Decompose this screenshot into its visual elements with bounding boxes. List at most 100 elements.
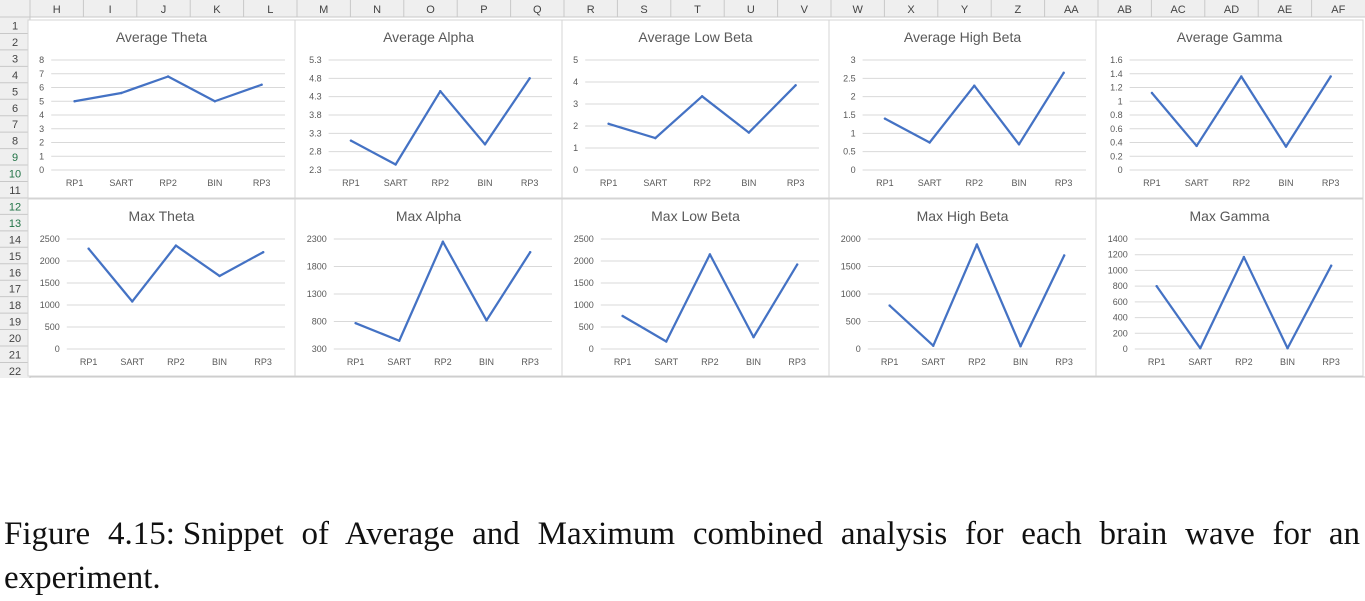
series-segment: [439, 90, 487, 146]
series-segment: [932, 243, 979, 347]
chart-title: Average Alpha: [383, 29, 474, 45]
chart-frame: [828, 19, 1097, 199]
row-header-11: 11: [9, 185, 20, 197]
column-header-q: Q: [533, 4, 542, 16]
y-tick-label: 0: [1123, 344, 1128, 354]
data-point-bin: [218, 274, 221, 278]
x-tick-label: RP1: [614, 357, 632, 367]
data-point-sart: [120, 91, 123, 95]
data-point-bin: [483, 143, 487, 146]
chart-title: Max Alpha: [396, 208, 462, 224]
column-header-v: V: [801, 4, 809, 16]
x-tick-label: RP1: [881, 357, 899, 367]
row-header-1: 1: [12, 21, 18, 33]
chart-title: Average Gamma: [1177, 29, 1283, 45]
y-tick-label: 8: [39, 55, 44, 65]
data-point-rp1: [607, 122, 610, 126]
data-point-rp3: [528, 77, 531, 80]
series-segment: [700, 95, 750, 134]
y-tick-label: 1.4: [1110, 69, 1123, 79]
x-tick-label: RP2: [434, 357, 452, 367]
y-tick-label: 0.6: [1110, 124, 1123, 134]
y-tick-label: 1500: [574, 278, 594, 288]
x-tick-label: BIN: [1013, 357, 1028, 367]
y-tick-label: 800: [1113, 281, 1128, 291]
x-tick-label: BIN: [741, 178, 756, 188]
data-point-rp2: [174, 244, 178, 247]
x-tick-label: RP3: [787, 178, 805, 188]
data-point-rp3: [1329, 75, 1332, 78]
row-header-21: 21: [9, 350, 21, 362]
y-tick-label: 1400: [1108, 234, 1128, 244]
column-header-j: J: [161, 4, 167, 16]
chart-title: Average High Beta: [904, 29, 1021, 45]
data-point-rp2: [973, 84, 976, 87]
y-tick-label: 3: [39, 124, 44, 134]
column-header-ae: AE: [1278, 4, 1293, 16]
data-point-rp2: [975, 243, 979, 246]
series-segment: [120, 75, 170, 95]
series-segment: [888, 304, 935, 347]
y-tick-label: 0: [573, 165, 578, 175]
x-tick-label: SART: [918, 178, 942, 188]
y-tick-label: 800: [312, 317, 327, 327]
column-header-w: W: [853, 4, 864, 16]
y-tick-label: 0: [589, 344, 594, 354]
y-tick-label: 2500: [574, 234, 594, 244]
y-tick-label: 6: [39, 83, 44, 93]
y-tick-label: 1800: [307, 262, 327, 272]
y-tick-label: 1000: [574, 300, 594, 310]
y-tick-label: 2000: [841, 234, 861, 244]
x-tick-label: RP3: [788, 357, 806, 367]
series-segment: [349, 139, 397, 166]
y-tick-label: 2500: [40, 234, 60, 244]
data-point-bin: [1019, 345, 1022, 348]
data-point-rp3: [1329, 264, 1333, 267]
x-tick-label: RP1: [876, 178, 894, 188]
chart-frame: [1095, 19, 1364, 199]
y-tick-label: 2.3: [309, 165, 322, 175]
x-tick-label: RP2: [1235, 357, 1253, 367]
row-header-12: 12: [9, 201, 21, 213]
row-header-13: 13: [9, 218, 21, 230]
series-segment: [883, 117, 931, 144]
y-tick-label: 2.5: [843, 73, 856, 83]
data-point-rp3: [1062, 254, 1066, 257]
column-header-aa: AA: [1064, 4, 1079, 16]
data-point-rp3: [795, 263, 799, 266]
column-header-s: S: [640, 4, 647, 16]
series-segment: [973, 84, 1021, 146]
x-tick-label: SART: [1185, 178, 1209, 188]
y-tick-label: 2000: [574, 256, 594, 266]
row-header-20: 20: [9, 333, 21, 345]
chart-frame: [294, 19, 563, 199]
y-tick-label: 7: [39, 69, 44, 79]
data-point-bin: [213, 100, 217, 103]
x-tick-label: RP1: [1148, 357, 1166, 367]
column-header-k: K: [213, 4, 221, 16]
x-tick-label: RP1: [1143, 178, 1161, 188]
series-segment: [87, 247, 134, 303]
x-tick-label: RP1: [600, 178, 618, 188]
data-point-rp1: [883, 117, 887, 120]
column-header-y: Y: [961, 4, 969, 16]
x-tick-label: RP3: [521, 178, 539, 188]
column-header-ac: AC: [1170, 4, 1185, 16]
x-tick-label: RP3: [254, 357, 272, 367]
data-point-sart: [932, 344, 935, 347]
column-header-m: M: [319, 4, 328, 16]
data-point-sart: [1195, 144, 1198, 148]
x-tick-label: BIN: [1278, 178, 1293, 188]
y-tick-label: 5: [573, 55, 578, 65]
data-point-bin: [752, 335, 755, 339]
y-tick-label: 2: [573, 121, 578, 131]
data-point-sart: [394, 163, 397, 166]
data-point-rp3: [261, 251, 265, 254]
chart-frame: [561, 19, 830, 199]
series-segment: [747, 84, 797, 134]
row-header-15: 15: [9, 251, 21, 263]
y-tick-label: 0.4: [1110, 138, 1123, 148]
row-header-18: 18: [9, 300, 21, 312]
data-point-sart: [665, 340, 668, 343]
y-tick-label: 0: [856, 344, 861, 354]
